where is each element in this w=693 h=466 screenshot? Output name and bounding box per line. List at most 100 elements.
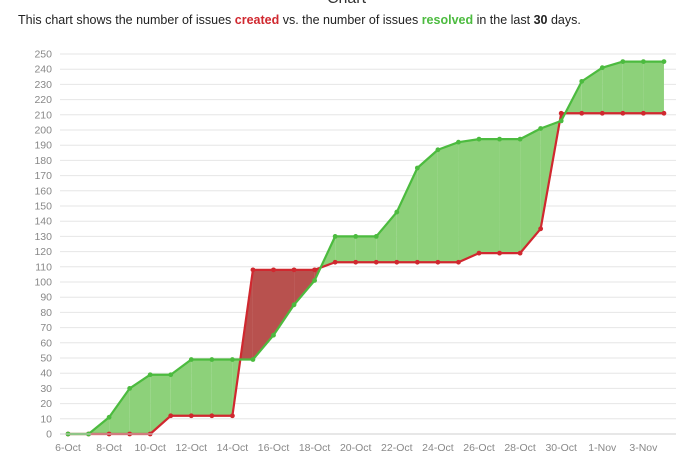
resolved-point[interactable] (291, 302, 297, 308)
resolved-point[interactable] (230, 357, 235, 362)
resolved-point[interactable] (497, 136, 502, 142)
resolved-area-segment (191, 359, 212, 416)
chart-description: This chart shows the number of issues cr… (18, 13, 581, 27)
y-tick-label: 140 (34, 216, 52, 228)
resolved-point[interactable] (599, 65, 605, 71)
created-point[interactable] (435, 259, 441, 265)
resolved-point[interactable] (517, 136, 523, 142)
resolved-point[interactable] (579, 78, 585, 84)
created-point[interactable] (538, 226, 544, 232)
x-tick-label: 20-Oct (340, 442, 372, 454)
x-tick-label: 8-Oct (96, 442, 122, 454)
resolved-area-segment (355, 236, 377, 263)
resolved-point[interactable] (147, 372, 153, 378)
resolved-point[interactable] (332, 234, 338, 239)
resolved-area-segment (109, 388, 130, 434)
resolved-area-segment (335, 236, 356, 263)
created-point[interactable] (456, 259, 461, 265)
created-point[interactable] (599, 110, 605, 116)
created-point[interactable] (373, 259, 379, 265)
created-point[interactable] (168, 413, 174, 419)
x-tick-label: 30-Oct (545, 442, 577, 454)
created-point[interactable] (476, 250, 482, 256)
created-point[interactable] (394, 259, 400, 265)
resolved-point[interactable] (188, 357, 194, 362)
resolved-point[interactable] (353, 234, 359, 239)
created-point[interactable] (188, 413, 194, 419)
resolved-area-segment (211, 359, 233, 416)
created-point[interactable] (353, 259, 359, 265)
y-tick-label: 0 (46, 429, 52, 441)
resolved-point[interactable] (168, 372, 174, 378)
created-point[interactable] (209, 413, 215, 419)
resolved-point[interactable] (476, 136, 482, 142)
created-point[interactable] (271, 267, 276, 273)
resolved-point[interactable] (641, 59, 646, 64)
resolved-area-segment (417, 149, 438, 263)
resolved-area-segment (376, 212, 397, 263)
resolved-point[interactable] (456, 139, 461, 145)
resolved-point[interactable] (414, 165, 420, 171)
y-tick-label: 110 (35, 261, 52, 273)
y-tick-label: 90 (40, 292, 52, 304)
description-text-2: vs. the number of issues (279, 13, 422, 27)
resolved-point[interactable] (106, 414, 112, 420)
created-area-segment (252, 269, 274, 360)
created-point[interactable] (291, 267, 297, 273)
resolved-point[interactable] (661, 59, 667, 64)
y-tick-label: 20 (40, 398, 52, 410)
y-tick-label: 80 (40, 307, 52, 319)
resolved-area-segment (458, 139, 479, 263)
created-point[interactable] (312, 267, 317, 273)
resolved-point[interactable] (312, 278, 317, 283)
x-tick-label: 26-Oct (463, 442, 495, 454)
resolved-area-segment (520, 128, 541, 254)
resolved-area-segment (479, 139, 500, 254)
created-point[interactable] (558, 110, 564, 116)
x-tick-label: 1-Nov (588, 442, 617, 454)
created-area-segment (294, 269, 315, 305)
resolved-area-segment (437, 142, 459, 263)
resolved-point[interactable] (538, 126, 544, 131)
created-point[interactable] (414, 259, 420, 265)
resolved-point[interactable] (127, 386, 133, 391)
resolved-point[interactable] (394, 209, 400, 215)
x-tick-label: 18-Oct (299, 442, 331, 454)
x-tick-label: 22-Oct (381, 442, 413, 454)
resolved-area-segment (499, 139, 521, 254)
created-point[interactable] (620, 110, 626, 116)
y-axis: 0 10 20 30 40 50 60 70 80 90 100 110 120 130 140 150 160… (34, 49, 52, 441)
y-tick-label: 250 (34, 49, 52, 61)
resolved-area-segment (129, 374, 151, 434)
created-point[interactable] (517, 250, 523, 256)
y-tick-label: 70 (40, 322, 52, 334)
y-tick-label: 220 (34, 94, 52, 106)
resolved-area-segment (622, 61, 644, 114)
y-tick-label: 100 (34, 277, 52, 289)
created-point[interactable] (250, 267, 256, 273)
created-point[interactable] (497, 250, 502, 256)
resolved-point[interactable] (620, 59, 626, 64)
y-tick-label: 160 (34, 185, 52, 197)
description-text-4: days. (547, 13, 581, 27)
created-point[interactable] (230, 413, 235, 419)
resolved-point[interactable] (373, 234, 379, 239)
created-point[interactable] (579, 110, 585, 116)
x-axis: 6-Oct 8-Oct 10-Oct 12-Oct 14-Oct 16-Oct 18-Oct… (55, 433, 676, 454)
resolved-point[interactable] (435, 147, 441, 153)
y-tick-label: 150 (34, 201, 52, 213)
resolved-point[interactable] (209, 357, 215, 362)
created-point[interactable] (332, 259, 338, 265)
created-point[interactable] (641, 110, 646, 116)
resolved-point[interactable] (271, 332, 276, 338)
x-tick-label: 24-Oct (422, 442, 454, 454)
y-tick-label: 120 (34, 246, 52, 258)
resolved-point[interactable] (558, 118, 564, 124)
y-tick-label: 210 (34, 109, 52, 121)
resolved-area-segment (396, 168, 418, 263)
y-tick-label: 230 (34, 79, 52, 91)
x-tick-label: 14-Oct (217, 442, 249, 454)
created-point[interactable] (661, 110, 667, 116)
resolved-point[interactable] (250, 357, 256, 362)
